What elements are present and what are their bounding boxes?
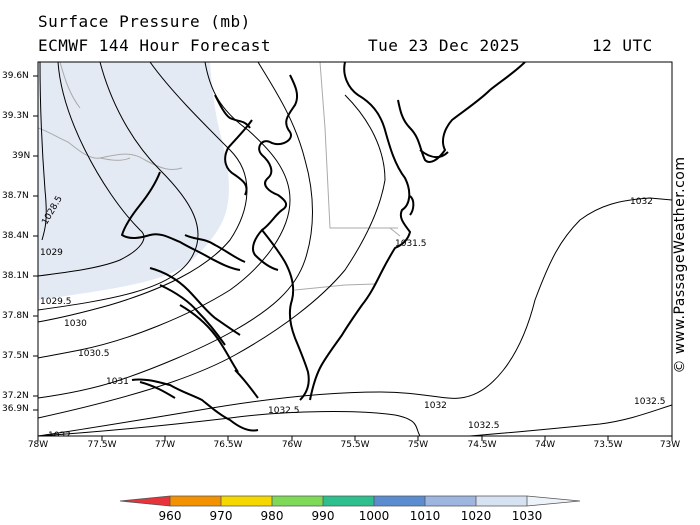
pressure-colorbar bbox=[119, 495, 581, 507]
lon-label: 74.5W bbox=[467, 440, 497, 450]
model-line: ECMWF 144 Hour Forecast bbox=[38, 36, 272, 55]
isobar-label: 1029 bbox=[40, 248, 63, 258]
colorbar-label: 1010 bbox=[409, 509, 441, 523]
isobar-label: 1031.5 bbox=[395, 239, 427, 249]
isobar-labels: 1028.5 1029 1029.5 1030 1030.5 1031 1031… bbox=[40, 194, 666, 441]
colorbar-label: 990 bbox=[311, 509, 335, 523]
isobar-label: 1032.5 bbox=[268, 406, 300, 416]
isobar-lines bbox=[38, 62, 672, 436]
watermark-text: © www.PassageWeather.com bbox=[672, 156, 688, 374]
pressure-shade-region bbox=[38, 62, 229, 300]
colorbar-label: 980 bbox=[260, 509, 284, 523]
isobar-label: 1029.5 bbox=[40, 297, 72, 307]
lon-label: 74W bbox=[534, 440, 556, 450]
lat-label: 37.2N bbox=[2, 391, 29, 401]
chart-title: Surface Pressure (mb) bbox=[38, 12, 251, 31]
lat-label: 37.5N bbox=[2, 351, 29, 361]
isobar-label: 1030.5 bbox=[78, 349, 110, 359]
lat-label: 39.6N bbox=[2, 71, 29, 81]
lat-label: 39.3N bbox=[2, 111, 29, 121]
colorbar-label: 1020 bbox=[460, 509, 492, 523]
isobar-label: 1032 bbox=[424, 401, 447, 411]
lat-label: 39N bbox=[12, 151, 31, 161]
colorbar-label: 970 bbox=[209, 509, 233, 523]
valid-date: Tue 23 Dec 2025 bbox=[368, 36, 520, 55]
axis-ticks bbox=[33, 75, 673, 441]
colorbar-label: 960 bbox=[158, 509, 182, 523]
colorbar-label: 1030 bbox=[511, 509, 543, 523]
state-borders bbox=[38, 62, 401, 291]
lon-label: 75W bbox=[407, 440, 429, 450]
lat-label: 36.9N bbox=[2, 404, 29, 414]
isobar-label: 1032.5 bbox=[468, 421, 500, 431]
lon-label: 73.5W bbox=[593, 440, 623, 450]
isobar-label: 1031 bbox=[106, 377, 129, 387]
lon-label: 73W bbox=[659, 440, 681, 450]
isobar-label: 1032 bbox=[630, 197, 653, 207]
lat-label: 38.4N bbox=[2, 231, 29, 241]
lon-label: 78W bbox=[27, 440, 49, 450]
lon-label: 77W bbox=[154, 440, 176, 450]
lon-label: 76W bbox=[281, 440, 303, 450]
lon-label: 76.5W bbox=[213, 440, 243, 450]
lat-label: 38.7N bbox=[2, 191, 29, 201]
isobar-label: 1032.5 bbox=[634, 397, 666, 407]
lon-label: 75.5W bbox=[340, 440, 370, 450]
lon-label: 77.5W bbox=[87, 440, 117, 450]
valid-time: 12 UTC bbox=[592, 36, 653, 55]
lat-label: 38.1N bbox=[2, 271, 29, 281]
isobar-label: 1032 bbox=[48, 431, 71, 441]
isobar-label: 1030 bbox=[64, 319, 87, 329]
coastlines bbox=[121, 62, 526, 432]
lat-label: 37.8N bbox=[2, 311, 29, 321]
colorbar-label: 1000 bbox=[358, 509, 390, 523]
